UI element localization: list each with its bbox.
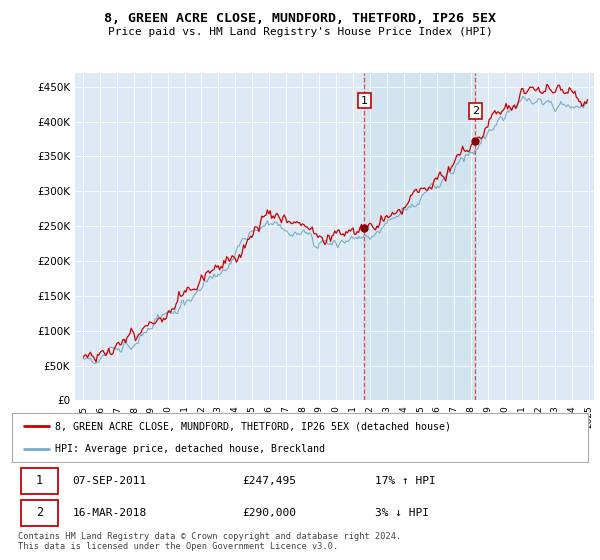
Text: Contains HM Land Registry data © Crown copyright and database right 2024.
This d: Contains HM Land Registry data © Crown c… bbox=[18, 532, 401, 552]
Text: Price paid vs. HM Land Registry's House Price Index (HPI): Price paid vs. HM Land Registry's House … bbox=[107, 27, 493, 37]
Text: £247,495: £247,495 bbox=[242, 476, 296, 486]
Text: 2: 2 bbox=[472, 106, 479, 116]
Text: 8, GREEN ACRE CLOSE, MUNDFORD, THETFORD, IP26 5EX (detached house): 8, GREEN ACRE CLOSE, MUNDFORD, THETFORD,… bbox=[55, 422, 451, 431]
Text: 2: 2 bbox=[36, 506, 43, 519]
Text: 17% ↑ HPI: 17% ↑ HPI bbox=[375, 476, 436, 486]
Text: 1: 1 bbox=[36, 474, 43, 487]
FancyBboxPatch shape bbox=[20, 500, 58, 526]
Text: 1: 1 bbox=[361, 96, 368, 106]
Text: £290,000: £290,000 bbox=[242, 508, 296, 517]
Text: 16-MAR-2018: 16-MAR-2018 bbox=[73, 508, 147, 517]
Bar bbox=[364, 73, 475, 400]
Text: HPI: Average price, detached house, Breckland: HPI: Average price, detached house, Brec… bbox=[55, 444, 325, 454]
Text: 3% ↓ HPI: 3% ↓ HPI bbox=[375, 508, 429, 517]
Text: 8, GREEN ACRE CLOSE, MUNDFORD, THETFORD, IP26 5EX: 8, GREEN ACRE CLOSE, MUNDFORD, THETFORD,… bbox=[104, 12, 496, 25]
FancyBboxPatch shape bbox=[20, 468, 58, 494]
Text: 07-SEP-2011: 07-SEP-2011 bbox=[73, 476, 147, 486]
